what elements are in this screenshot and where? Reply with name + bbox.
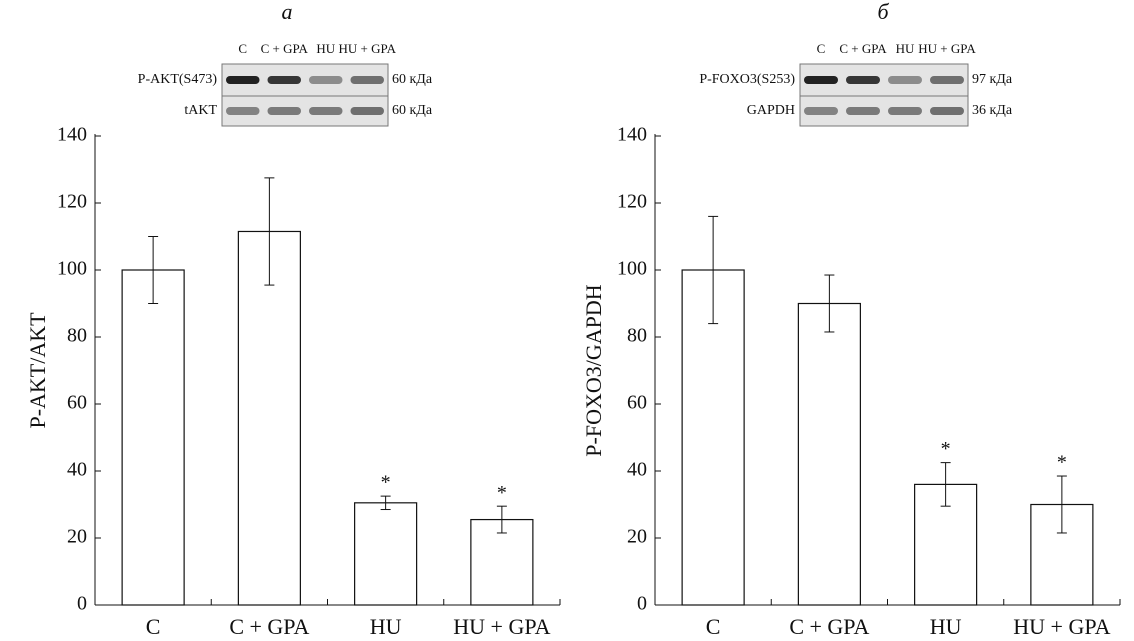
blot-band [226,76,260,84]
y-tick-label: 140 [617,124,647,146]
panel-label: а [282,0,293,24]
x-tick-label: HU [930,614,962,639]
x-tick-label: HU + GPA [453,614,550,639]
blot-band [351,107,385,115]
significance-marker: * [1057,452,1067,474]
x-tick-label: HU + GPA [1013,614,1110,639]
x-tick-label: C + GPA [789,614,869,639]
blot-size-label: 60 кДа [392,103,433,118]
blot-band [804,76,838,84]
blot-band [309,76,343,84]
blot-size-label: 97 кДа [972,72,1013,87]
y-tick-label: 100 [57,258,87,280]
blot-row-label: GAPDH [747,103,795,118]
blot-band [930,107,964,115]
blot-band [268,76,302,84]
y-axis-label: P-AKT/AKT [25,312,50,429]
bar [122,270,184,605]
blot-frame [222,64,388,126]
y-tick-label: 40 [627,459,647,481]
blot-band [804,107,838,115]
significance-marker: * [381,472,391,494]
x-tick-label: HU [370,614,402,639]
y-tick-label: 0 [637,593,647,615]
lane-label: HU + GPA [339,41,397,56]
blot-band [888,76,922,84]
blot-size-label: 36 кДа [972,103,1013,118]
y-tick-label: 100 [617,258,647,280]
y-tick-label: 0 [77,593,87,615]
blot-size-label: 60 кДа [392,72,433,87]
y-tick-label: 60 [67,392,87,414]
blot-band [846,107,880,115]
y-tick-label: 20 [67,526,87,548]
y-axis-label: P-FOXO3/GAPDH [581,284,606,456]
blot-band [309,107,343,115]
lane-label: HU + GPA [918,41,976,56]
blot-row-label: P-FOXO3(S253) [699,72,795,87]
y-tick-label: 120 [617,191,647,213]
blot-band [268,107,302,115]
lane-label: HU [316,41,335,56]
blot-frame [800,64,968,126]
y-tick-label: 80 [67,325,87,347]
blot-band [930,76,964,84]
x-tick-label: C [706,614,721,639]
blot-band [226,107,260,115]
lane-label: C + GPA [839,41,887,56]
lane-label: C [817,41,826,56]
x-tick-label: C [146,614,161,639]
lane-label: C + GPA [261,41,309,56]
x-tick-label: C + GPA [229,614,309,639]
y-tick-label: 20 [627,526,647,548]
panel-label: б [877,0,889,24]
blot-row-label: P-AKT(S473) [138,72,218,87]
y-tick-label: 140 [57,124,87,146]
y-tick-label: 40 [67,459,87,481]
bar [355,503,417,605]
lane-label: C [238,41,247,56]
y-tick-label: 80 [627,325,647,347]
bar [238,231,300,605]
lane-label: HU [896,41,915,56]
bar [798,304,860,606]
significance-marker: * [497,482,507,504]
figure: аCC + GPAHUHU + GPAP-AKT(S473)60 кДаtAKT… [0,0,1134,641]
significance-marker: * [941,438,951,460]
blot-row-label: tAKT [184,103,217,118]
blot-band [846,76,880,84]
blot-band [888,107,922,115]
blot-band [351,76,385,84]
y-tick-label: 120 [57,191,87,213]
y-tick-label: 60 [627,392,647,414]
